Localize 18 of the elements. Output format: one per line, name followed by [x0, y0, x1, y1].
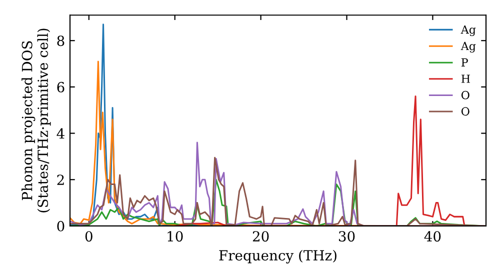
legend-label: Ag	[460, 42, 476, 52]
y-tick-label: 2	[57, 174, 64, 185]
x-axis-title: Frequency (THz)	[219, 250, 336, 264]
legend-label: H	[461, 74, 470, 83]
legend-label: Ag	[460, 25, 476, 36]
x-tick-label: 0	[85, 231, 92, 242]
legend-label: O	[461, 90, 470, 100]
x-tick-label: 10	[168, 231, 183, 242]
y-tick-label: 6	[57, 82, 64, 92]
x-tick-label: 20	[252, 231, 269, 242]
y-axis-title: Phonon projected DOS (States/THz·primitive cell)	[22, 28, 51, 212]
x-tick-label: 30	[338, 231, 355, 242]
legend-label: P	[461, 58, 468, 66]
y-tick-label: 8	[57, 36, 64, 46]
x-tick-label: 40	[424, 231, 441, 242]
y-tick-label: 4	[56, 128, 64, 139]
legend-label: O	[461, 107, 470, 116]
y-tick-label: 0	[57, 220, 64, 232]
